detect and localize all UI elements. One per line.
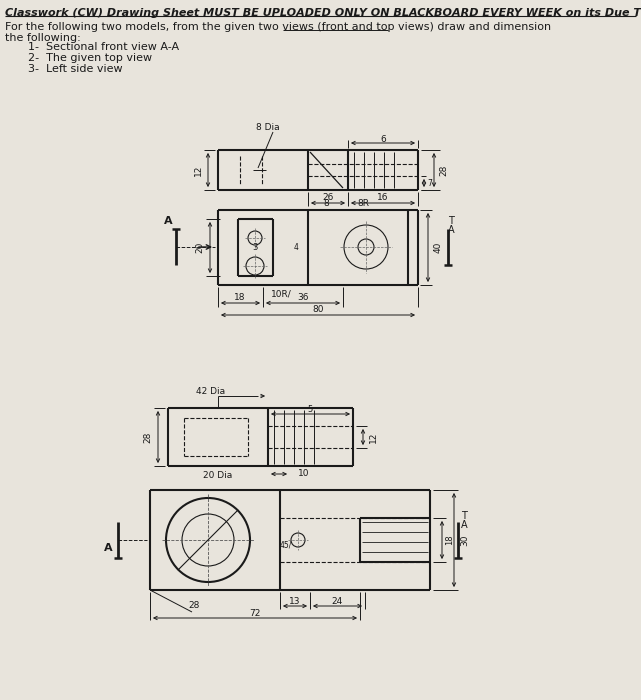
Text: 7: 7 bbox=[428, 179, 433, 188]
Text: 10: 10 bbox=[298, 470, 310, 479]
Text: 28: 28 bbox=[144, 431, 153, 442]
Text: 28: 28 bbox=[440, 164, 449, 176]
Text: 13: 13 bbox=[289, 596, 301, 606]
Text: 4: 4 bbox=[294, 242, 299, 251]
Text: 26: 26 bbox=[322, 193, 334, 202]
Text: 20 Dia: 20 Dia bbox=[203, 472, 232, 480]
Text: 42 Dia: 42 Dia bbox=[196, 388, 225, 396]
Text: 12: 12 bbox=[194, 164, 203, 176]
Text: 3: 3 bbox=[253, 242, 258, 251]
Text: 72: 72 bbox=[249, 608, 261, 617]
Text: 5: 5 bbox=[308, 405, 313, 414]
Text: A: A bbox=[104, 543, 112, 553]
Text: A: A bbox=[163, 216, 172, 226]
Text: 80: 80 bbox=[312, 305, 324, 314]
Text: 24: 24 bbox=[331, 596, 343, 606]
Text: 18: 18 bbox=[445, 535, 454, 545]
Text: T: T bbox=[461, 511, 467, 521]
Text: the following:: the following: bbox=[5, 33, 81, 43]
Text: For the following two models, from the given two views (front and top views) dra: For the following two models, from the g… bbox=[5, 22, 551, 32]
Text: 1-  Sectional front view A-A: 1- Sectional front view A-A bbox=[28, 42, 179, 52]
Text: 10R/: 10R/ bbox=[271, 290, 292, 298]
Text: 8R: 8R bbox=[357, 199, 369, 209]
Text: 28: 28 bbox=[188, 601, 200, 610]
Text: T: T bbox=[448, 216, 454, 226]
Text: 16: 16 bbox=[378, 193, 388, 202]
Text: 18: 18 bbox=[234, 293, 246, 302]
Text: 30: 30 bbox=[460, 534, 469, 546]
Text: 45/: 45/ bbox=[280, 540, 292, 550]
Text: 3-  Left side view: 3- Left side view bbox=[28, 64, 122, 74]
Text: A: A bbox=[447, 225, 454, 235]
Text: A: A bbox=[461, 520, 467, 530]
Text: 6: 6 bbox=[380, 134, 386, 144]
Text: 2-  The given top view: 2- The given top view bbox=[28, 53, 152, 63]
Text: 40: 40 bbox=[433, 241, 442, 253]
Text: 20: 20 bbox=[196, 241, 204, 253]
Text: 36: 36 bbox=[297, 293, 309, 302]
Text: 12: 12 bbox=[369, 431, 378, 442]
Text: 8 Dia: 8 Dia bbox=[256, 123, 279, 132]
Text: Classwork (CW) Drawing Sheet MUST BE UPLOADED ONLY ON BLACKBOARD EVERY WEEK on i: Classwork (CW) Drawing Sheet MUST BE UPL… bbox=[5, 8, 641, 18]
Text: 8: 8 bbox=[323, 199, 329, 209]
